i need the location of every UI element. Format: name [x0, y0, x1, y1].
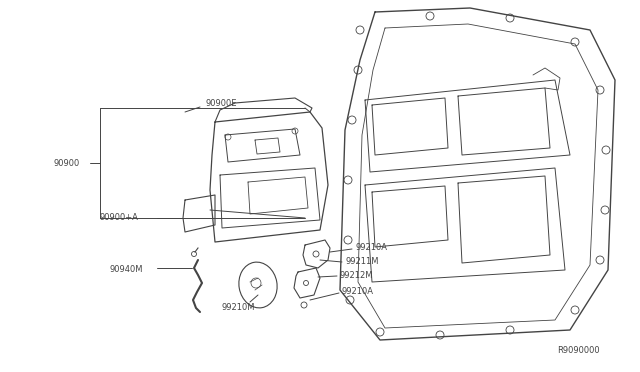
Text: 90900+A: 90900+A: [100, 212, 139, 221]
Text: 99212M: 99212M: [340, 270, 374, 279]
Text: 99210A: 99210A: [342, 286, 374, 295]
Text: 90900E: 90900E: [205, 99, 237, 109]
Text: 99210A: 99210A: [355, 243, 387, 251]
Text: 90900: 90900: [53, 158, 79, 167]
Text: 99210M: 99210M: [222, 304, 255, 312]
Text: 90940M: 90940M: [110, 266, 143, 275]
Text: R9090000: R9090000: [557, 346, 600, 355]
Text: 99211M: 99211M: [345, 257, 378, 266]
